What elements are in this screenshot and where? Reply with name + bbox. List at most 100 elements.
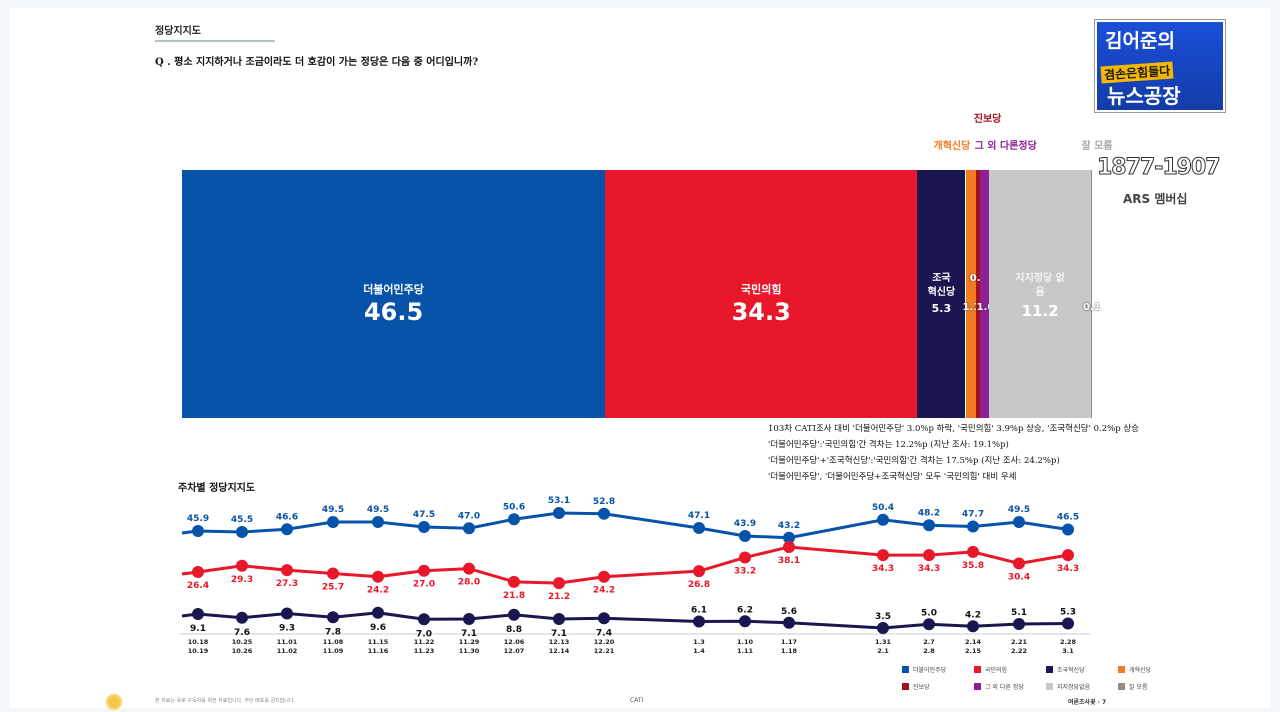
- x-tick-label: 11.09: [323, 647, 344, 655]
- data-point: [1062, 617, 1074, 630]
- segment-value: 0.5: [969, 273, 988, 284]
- data-label: 43.9: [734, 519, 756, 529]
- note: '더불어민주당', '더불어민주당+조국혁신당' 모두 '국민의힘' 대비 우세: [768, 472, 1017, 482]
- data-point: [967, 520, 979, 533]
- data-label: 25.7: [322, 582, 344, 592]
- data-label: 7.4: [596, 628, 612, 638]
- data-label: 47.7: [962, 510, 984, 520]
- data-label: 27.3: [276, 579, 298, 589]
- data-label: 49.5: [322, 505, 344, 515]
- brand-flower-icon: [105, 693, 123, 711]
- x-tick-label: 11.23: [414, 647, 435, 655]
- data-point: [598, 570, 610, 583]
- segment-value: 1.1: [962, 302, 981, 313]
- legend-swatch: [1118, 666, 1125, 673]
- segment-value: 11.2: [1021, 302, 1059, 320]
- x-tick-label: 12.21: [594, 647, 615, 655]
- data-point: [783, 531, 795, 544]
- legend-item: 잘 모름: [1118, 682, 1190, 691]
- note: 103차 CATI조사 대비 '더불어민주당' 3.0%p 하락, '국민의힘'…: [768, 424, 1140, 434]
- data-point: [1013, 557, 1025, 570]
- legend-swatch: [974, 666, 981, 673]
- data-point: [418, 564, 430, 577]
- section-title: 정당지지도: [155, 26, 201, 37]
- x-tick-label: 12.13: [549, 638, 570, 646]
- x-tick-label: 2.7: [923, 638, 935, 646]
- x-tick-label: 1.17: [781, 638, 797, 646]
- data-point: [1013, 516, 1025, 528]
- data-label: 3.5: [875, 612, 891, 622]
- data-label: 8.8: [506, 625, 522, 635]
- data-point: [598, 507, 610, 520]
- segment-label: 더불어민주당: [363, 283, 424, 296]
- data-label: 7.0: [416, 629, 432, 639]
- data-point: [923, 519, 935, 532]
- data-label: 29.3: [231, 575, 253, 585]
- data-point: [192, 608, 204, 620]
- line-chart-title: 주차별 정당지지도: [178, 482, 255, 495]
- legend-swatch: [1118, 683, 1125, 690]
- segment-value: 5.3: [931, 302, 952, 315]
- data-point: [783, 540, 795, 553]
- data-point: [967, 545, 979, 558]
- data-point: [553, 507, 565, 519]
- x-tick-label: 2.8: [923, 647, 935, 655]
- data-point: [693, 565, 705, 578]
- data-point: [281, 607, 293, 620]
- data-point: [463, 613, 475, 625]
- data-point: [418, 613, 430, 626]
- segment-top-label: 개혁신당: [933, 141, 971, 152]
- x-tick-label: 1.4: [693, 647, 705, 655]
- bar-segment: [975, 170, 981, 418]
- data-point: [327, 516, 339, 528]
- data-point: [236, 526, 248, 538]
- data-label: 6.2: [737, 605, 753, 615]
- data-label: 4.2: [965, 610, 981, 620]
- segment-value: 1.0: [976, 302, 995, 313]
- bar-segment: [605, 170, 918, 418]
- data-label: 5.0: [921, 608, 937, 618]
- x-tick-label: 2.28: [1060, 638, 1077, 646]
- note: '더불어민주당':'국민의힘'간 격차는 12.2%p (지난 조사: 19.1…: [768, 440, 1009, 450]
- legend-item: 그 외 다른 정당: [974, 682, 1046, 691]
- data-point: [693, 615, 705, 628]
- data-label: 52.8: [593, 497, 615, 507]
- x-tick-label: 11.30: [459, 647, 480, 655]
- x-tick-label: 2.21: [1011, 638, 1028, 646]
- data-point: [508, 608, 520, 621]
- data-point: [1062, 523, 1074, 536]
- data-label: 7.6: [234, 628, 250, 638]
- data-label: 24.2: [367, 586, 389, 596]
- data-label: 34.3: [872, 564, 894, 574]
- bar-segment: [965, 170, 976, 418]
- data-point: [598, 612, 610, 625]
- data-point: [463, 522, 475, 535]
- legend-item: 지지정당없음: [1046, 682, 1118, 691]
- data-point: [508, 575, 520, 588]
- x-tick-label: 1.11: [737, 647, 754, 655]
- data-label: 33.2: [734, 566, 756, 576]
- data-label: 49.5: [1008, 505, 1030, 515]
- data-label: 28.0: [458, 578, 480, 588]
- data-point: [236, 559, 248, 572]
- data-point: [553, 613, 565, 625]
- data-label: 34.3: [1057, 564, 1079, 574]
- legend-label: 국민의힘: [985, 667, 1008, 674]
- data-label: 30.4: [1008, 572, 1030, 582]
- data-label: 34.3: [918, 564, 940, 574]
- data-label: 27.0: [413, 580, 435, 590]
- data-label: 9.1: [190, 624, 206, 634]
- legend-item: 진보당: [902, 682, 974, 691]
- data-label: 47.1: [688, 511, 710, 521]
- data-point: [327, 567, 339, 580]
- segment-label: 국민의힘: [740, 283, 782, 296]
- footer-method: CATI: [630, 697, 644, 704]
- data-label: 50.6: [503, 502, 525, 512]
- legend-label: 진보당: [913, 684, 930, 691]
- data-point: [236, 611, 248, 624]
- data-label: 5.1: [1011, 608, 1027, 618]
- data-point: [418, 521, 430, 533]
- segment-label: 지지정당 없음: [1015, 273, 1065, 298]
- data-point: [327, 611, 339, 624]
